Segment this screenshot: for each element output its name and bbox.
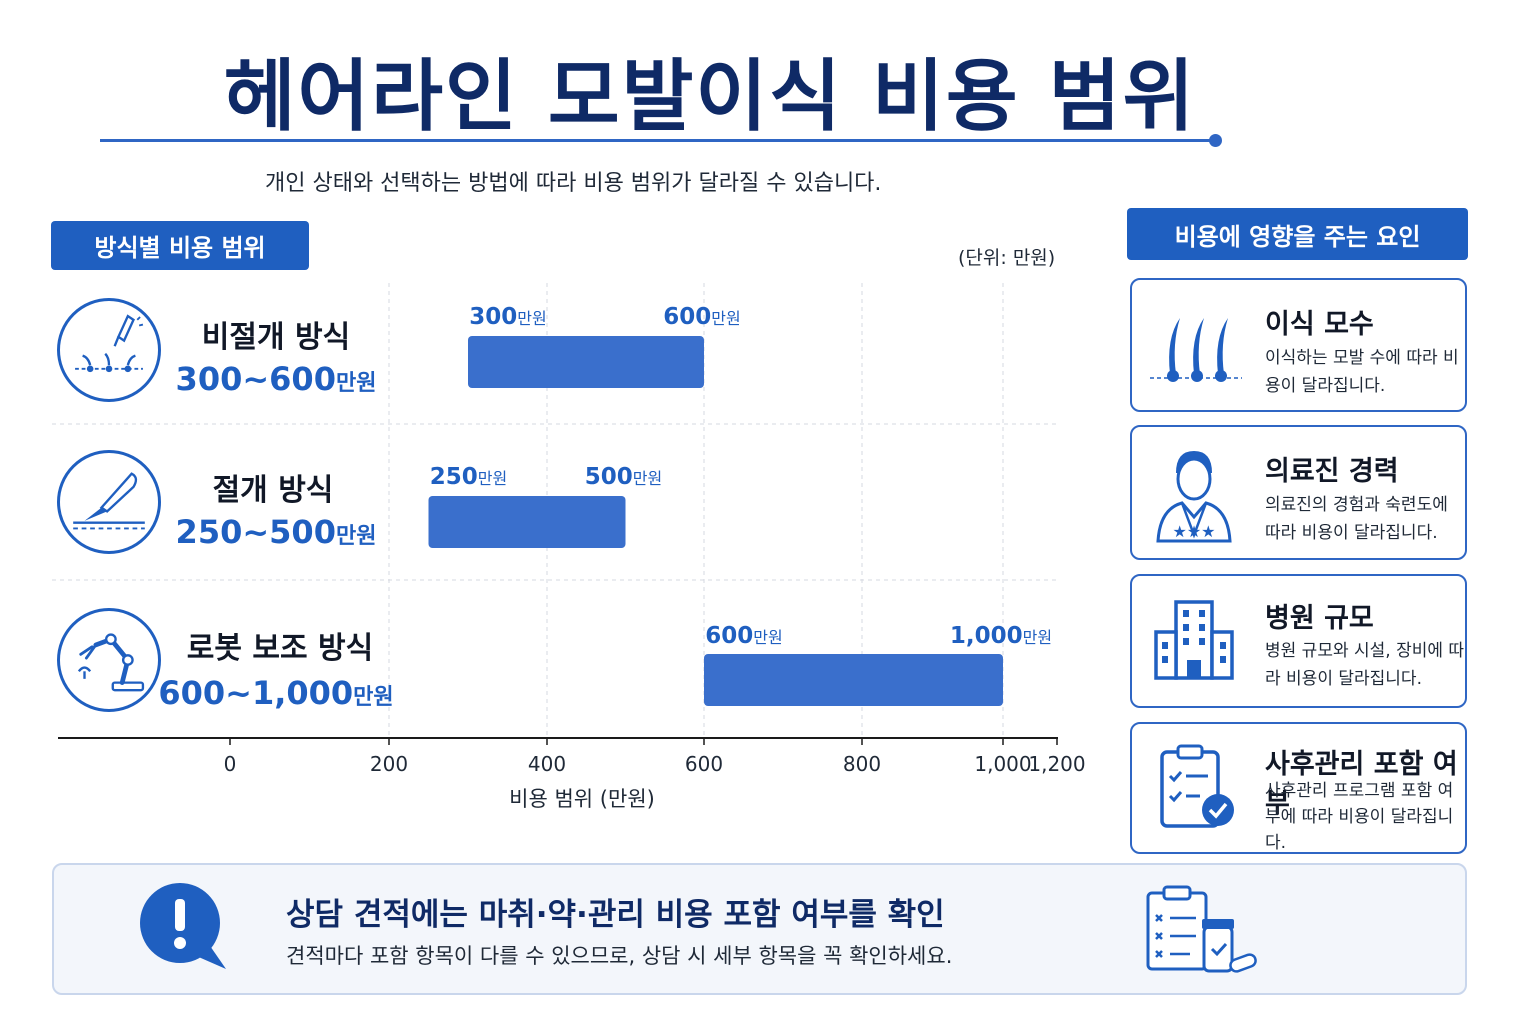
method-name: 로봇 보조 방식 bbox=[186, 631, 374, 666]
bar-low-label: 600만원 bbox=[705, 623, 782, 649]
exclamation-bubble-icon bbox=[140, 883, 226, 969]
bar-high-label: 500만원 bbox=[585, 464, 662, 490]
method-name: 절개 방식 bbox=[212, 473, 334, 508]
x-tick-label: 400 bbox=[528, 752, 566, 776]
bar-low-label: 300만원 bbox=[469, 304, 546, 330]
factor-desc: 사후관리 프로그램 포함 여부에 따라 비용이 달라집니다. bbox=[1265, 781, 1454, 853]
factors-section-tab: 비용에 영향을 주는 요인 bbox=[1127, 208, 1468, 260]
notice-desc: 견적마다 포함 항목이 다를 수 있으므로, 상담 시 세부 항목을 꼭 확인하… bbox=[286, 944, 953, 968]
hair-follicle-icon bbox=[1150, 318, 1242, 382]
title-underline-dot bbox=[1209, 134, 1222, 147]
factor-card-hospital-size: 병원 규모 병원 규모와 시설, 장비에 따라 비용이 달라집니다. bbox=[1130, 574, 1467, 708]
factor-title: 사후관리 포함 여부 bbox=[1265, 749, 1458, 819]
x-tick-label: 800 bbox=[843, 752, 881, 776]
clipboard-check-icon bbox=[1160, 744, 1234, 828]
checklist-medicine-icon bbox=[1146, 885, 1257, 973]
factor-card-hair-count: 이식 모수 이식하는 모발 수에 따라 비용이 달라집니다. bbox=[1130, 278, 1467, 412]
notice-banner: 상담 견적에는 마취·약·관리 비용 포함 여부를 확인 견적마다 포함 항목이… bbox=[52, 863, 1467, 995]
factor-card-aftercare: 사후관리 포함 여부 사후관리 프로그램 포함 여부에 따라 비용이 달라집니다… bbox=[1130, 722, 1467, 854]
bar-low-label: 250만원 bbox=[430, 464, 507, 490]
notice-title: 상담 견적에는 마취·약·관리 비용 포함 여부를 확인 bbox=[286, 897, 945, 933]
x-tick-label: 1,200 bbox=[1028, 752, 1085, 776]
svg-text:★★★: ★★★ bbox=[1172, 522, 1215, 541]
method-name: 비절개 방식 bbox=[201, 320, 351, 355]
robot-arm-icon bbox=[57, 608, 161, 712]
method-range: 600~1,000만원 bbox=[158, 674, 394, 712]
factor-title: 의료진 경력 bbox=[1265, 456, 1399, 487]
range-bar bbox=[428, 496, 626, 548]
range-bar bbox=[704, 654, 1003, 706]
methods-section-tab: 방식별 비용 범위 bbox=[51, 221, 309, 270]
unit-label: (단위: 만원) bbox=[958, 247, 1056, 269]
x-tick-label: 1,000 bbox=[974, 752, 1031, 776]
factor-desc: 병원 규모와 시설, 장비에 따라 비용이 달라집니다. bbox=[1265, 641, 1465, 689]
page-title: 헤어라인 모발이식 비용 범위 bbox=[223, 52, 1197, 142]
bar-high-label: 600만원 bbox=[663, 304, 740, 330]
scalpel-icon bbox=[57, 450, 161, 554]
page-subtitle: 개인 상태와 선택하는 방법에 따라 비용 범위가 달라질 수 있습니다. bbox=[265, 171, 882, 196]
x-tick-label: 200 bbox=[370, 752, 408, 776]
needle-hair-icon bbox=[57, 298, 161, 402]
factor-title: 병원 규모 bbox=[1265, 603, 1374, 634]
x-tick-label: 600 bbox=[685, 752, 723, 776]
range-bar bbox=[468, 336, 704, 388]
title-underline bbox=[100, 139, 1214, 142]
factor-card-doctor-experience: ★★★ 의료진 경력 의료진의 경험과 숙련도에 따라 비용이 달라집니다. bbox=[1130, 425, 1467, 560]
doctor-icon: ★★★ bbox=[1156, 451, 1232, 543]
x-tick-label: 0 bbox=[224, 752, 237, 776]
hospital-building-icon bbox=[1154, 600, 1234, 680]
bar-high-label: 1,000만원 bbox=[950, 623, 1052, 649]
method-range: 300~600만원 bbox=[175, 360, 377, 398]
method-range: 250~500만원 bbox=[175, 513, 377, 551]
x-axis-label: 비용 범위 (만원) bbox=[509, 787, 655, 811]
factor-desc: 의료진의 경험과 숙련도에 따라 비용이 달라집니다. bbox=[1265, 495, 1448, 543]
factor-desc: 이식하는 모발 수에 따라 비용이 달라집니다. bbox=[1265, 348, 1459, 396]
factor-title: 이식 모수 bbox=[1265, 309, 1374, 340]
